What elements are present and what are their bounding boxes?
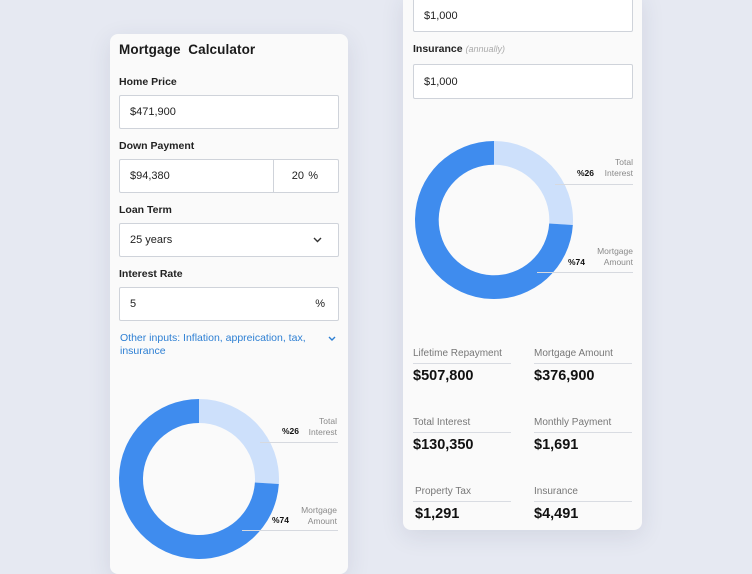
stat-divider	[534, 363, 632, 364]
page-title: Mortgage Calculator	[119, 42, 256, 57]
interest-rate-input[interactable]: 5 %	[119, 287, 339, 321]
legend-interest-line1: Total	[319, 416, 337, 426]
legend-mortgage-pct: %74	[272, 515, 290, 525]
legend-mortgage-pct: %74	[568, 257, 586, 267]
chevron-down-icon[interactable]	[328, 336, 336, 342]
legend-mortgage-line1: Mortgage	[597, 246, 633, 256]
tax-input[interactable]: $1,000	[413, 0, 633, 32]
stat-divider	[534, 501, 632, 502]
legend-interest-pct: %26	[282, 426, 300, 436]
legend-divider	[242, 530, 338, 531]
down-payment-input[interactable]: $94,380 20 %	[119, 159, 339, 193]
legend-mortgage-label: Mortgage Amount	[578, 246, 633, 267]
legend-divider	[260, 442, 338, 443]
donut-chart	[119, 399, 279, 559]
stat-value: $1,691	[534, 437, 579, 453]
other-inputs-link[interactable]: Other inputs: Inflation, appreication, t…	[120, 332, 325, 358]
insurance-label-text: Insurance	[413, 43, 463, 55]
legend-divider	[537, 272, 633, 273]
stat-label: Mortgage Amount	[534, 348, 613, 359]
stat-label: Lifetime Repayment	[413, 348, 502, 359]
legend-interest-line2: Interest	[604, 167, 633, 178]
percent-symbol: %	[308, 170, 318, 182]
legend-mortgage-line2: Amount	[307, 515, 337, 526]
stat-label: Monthly Payment	[534, 417, 612, 428]
field-divider	[273, 160, 274, 192]
legend-interest-pct: %26	[577, 168, 595, 178]
stat-divider	[413, 501, 511, 502]
stat-label: Property Tax	[415, 486, 471, 497]
interest-rate-label: Interest Rate	[119, 268, 183, 280]
stat-divider	[534, 432, 632, 433]
legend-mortgage-line2: Amount	[603, 256, 633, 267]
chevron-down-icon	[313, 237, 322, 243]
loan-term-label: Loan Term	[119, 204, 172, 216]
legend-divider	[555, 184, 633, 185]
legend-interest-label: Total Interest	[586, 157, 633, 178]
down-payment-value: $94,380	[130, 170, 170, 182]
other-inputs-link-line2: insurance	[120, 345, 166, 357]
interest-rate-value: 5	[130, 298, 137, 310]
home-price-value: $471,900	[130, 106, 176, 118]
stat-label: Total Interest	[413, 417, 471, 428]
insurance-hint: (annually)	[465, 44, 506, 54]
down-payment-label: Down Payment	[119, 140, 195, 152]
stat-label: Insurance	[534, 486, 578, 497]
stat-value: $4,491	[534, 506, 579, 522]
mortgage-calculator-card: Mortgage Calculator Home Price $471,900 …	[110, 34, 348, 574]
insurance-value: $1,000	[424, 75, 458, 88]
mortgage-summary-card: $1,000 Insurance (annually) $1,000 Total…	[403, 0, 642, 530]
stat-value: $376,900	[534, 368, 595, 384]
down-payment-percent[interactable]: 20	[291, 170, 304, 182]
stat-divider	[413, 432, 511, 433]
donut-slice-total-interest	[199, 399, 279, 485]
percent-symbol: %	[315, 298, 325, 310]
donut-chart	[415, 141, 573, 299]
legend-interest-line1: Total	[615, 157, 633, 167]
legend-mortgage-line1: Mortgage	[301, 505, 337, 515]
tax-value: $1,000	[424, 10, 458, 22]
loan-term-select[interactable]: 25 years	[119, 223, 339, 257]
stat-value: $130,350	[413, 437, 474, 453]
legend-mortgage-label: Mortgage Amount	[282, 505, 337, 526]
stat-value: $1,291	[415, 506, 460, 522]
insurance-input[interactable]: $1,000	[413, 64, 633, 99]
donut-slice-mortgage-amount	[119, 399, 279, 559]
stat-divider	[413, 363, 511, 364]
loan-term-value: 25 years	[130, 234, 173, 246]
donut-slice-mortgage-amount	[415, 141, 573, 299]
home-price-input[interactable]: $471,900	[119, 95, 339, 129]
insurance-label: Insurance (annually)	[413, 43, 505, 55]
other-inputs-link-line1: Other inputs: Inflation, appreication, t…	[120, 332, 306, 344]
donut-slice-total-interest	[494, 141, 573, 225]
home-price-label: Home Price	[119, 76, 177, 88]
legend-interest-label: Total Interest	[290, 416, 337, 437]
legend-interest-line2: Interest	[308, 426, 337, 437]
stat-value: $507,800	[413, 368, 474, 384]
